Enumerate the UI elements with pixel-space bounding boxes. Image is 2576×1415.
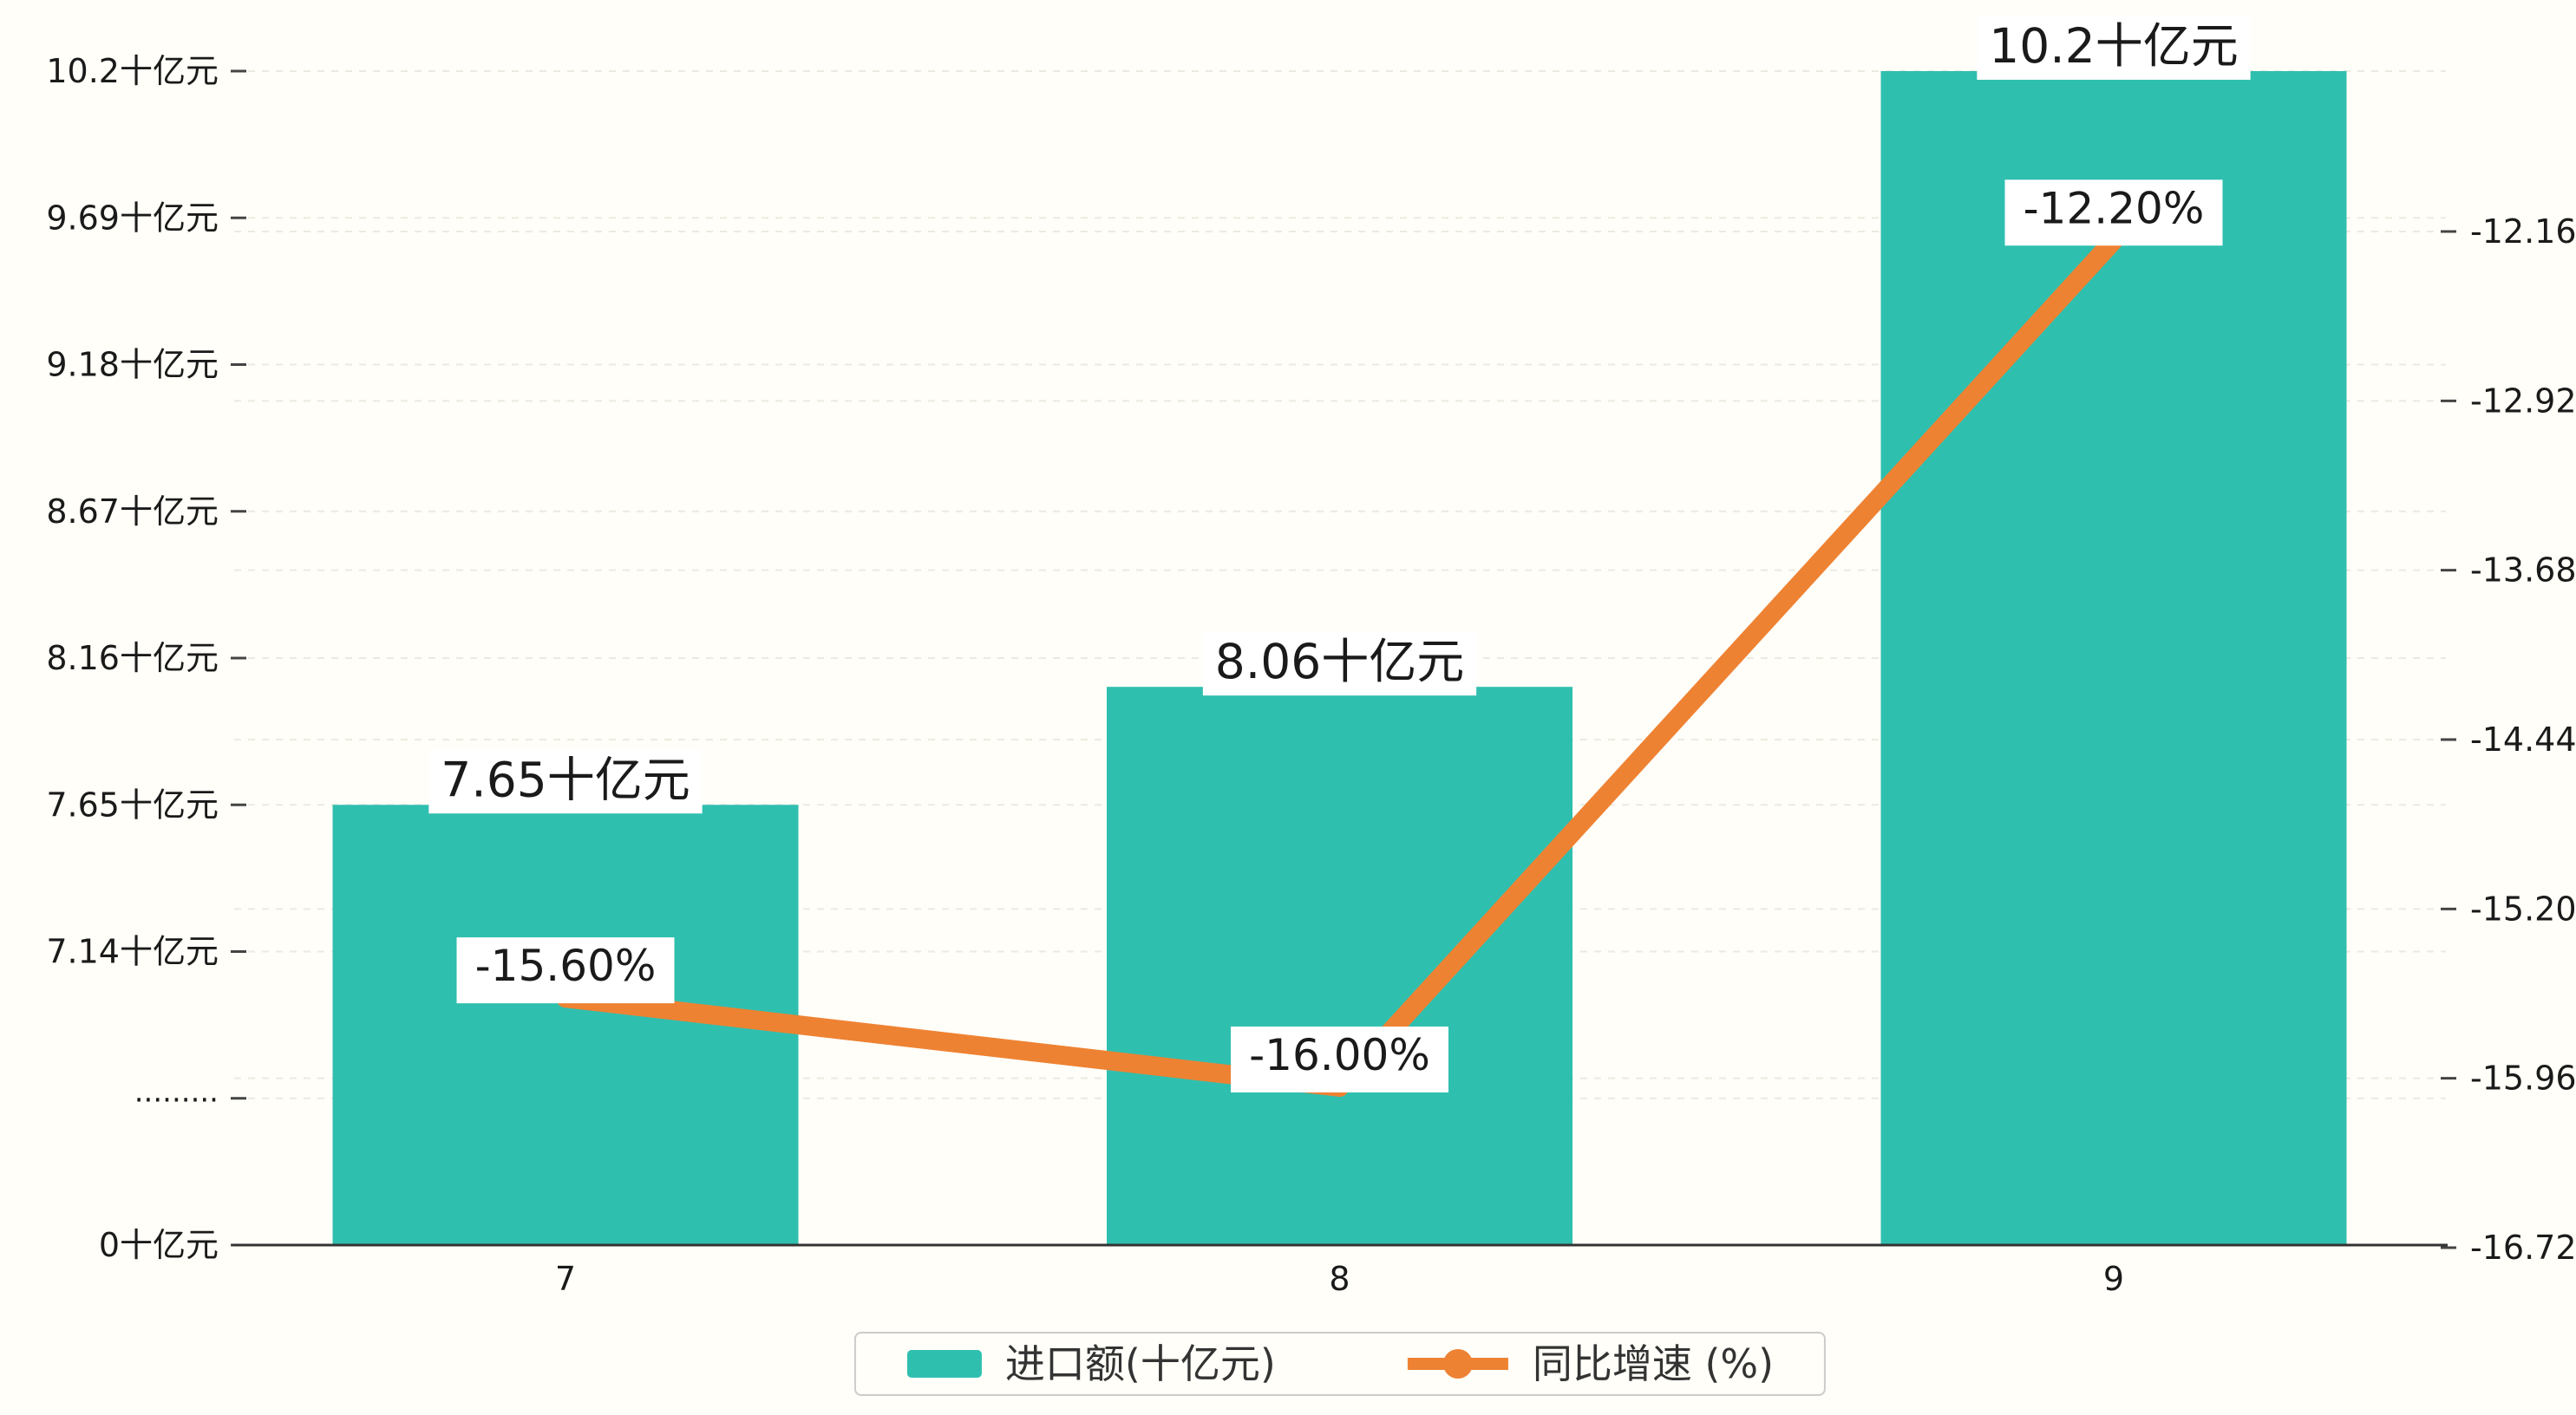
left-axis-label: 9.18十亿元 <box>46 346 219 384</box>
left-axis-label: 0十亿元 <box>99 1226 219 1264</box>
x-axis-label: 7 <box>555 1260 576 1298</box>
bar-value-label: 7.65十亿元 <box>441 752 690 807</box>
right-axis-label: -15.96 <box>2470 1060 2576 1098</box>
left-axis-label: 7.65十亿元 <box>46 786 219 824</box>
left-axis-label: 8.67十亿元 <box>46 492 219 531</box>
bar-label-bg <box>428 749 703 814</box>
right-axis-label: -16.72 <box>2470 1229 2576 1267</box>
line-value-label: -12.20% <box>2024 183 2205 233</box>
line-label-bg <box>1231 1026 1448 1092</box>
line-value-label: -15.60% <box>475 941 657 991</box>
left-axis-label: 9.69十亿元 <box>46 199 219 237</box>
legend-label-growth: 同比增速 (%) <box>1532 1340 1775 1387</box>
left-axis-label: 7.14十亿元 <box>46 933 219 971</box>
left-axis-label: 8.16十亿元 <box>46 639 219 677</box>
left-axis-label: ········· <box>134 1083 219 1118</box>
bar-value-label: 10.2十亿元 <box>1989 18 2238 74</box>
right-axis-label: -12.16 <box>2470 212 2576 251</box>
right-axis-label: -12.92 <box>2470 381 2576 420</box>
legend: 进口额(十亿元) 同比增速 (%) <box>853 1332 1827 1396</box>
right-axis-label: -13.68 <box>2470 551 2576 590</box>
line-value-label: -16.00% <box>1249 1030 1430 1080</box>
x-axis-label: 9 <box>2103 1260 2124 1298</box>
line-label-bg <box>2004 179 2223 246</box>
line-dot-icon <box>1407 1349 1508 1379</box>
bar-9 <box>1880 71 2347 1245</box>
bar-swatch-icon <box>906 1350 982 1378</box>
legend-item-imports[interactable]: 进口额(十亿元) <box>906 1344 1276 1384</box>
bar-label-bg <box>1977 16 2251 80</box>
x-axis-label: 8 <box>1329 1260 1350 1298</box>
bar-8 <box>1107 687 1572 1245</box>
right-axis-label: -15.20 <box>2470 890 2576 928</box>
line-label-bg <box>456 937 675 1004</box>
legend-item-growth[interactable]: 同比增速 (%) <box>1406 1344 1774 1384</box>
right-axis-label: -14.44 <box>2470 721 2576 759</box>
left-axis-label: 10.2十亿元 <box>46 52 219 90</box>
legend-label-imports: 进口额(十亿元) <box>1004 1340 1276 1387</box>
bar-label-bg <box>1202 631 1477 696</box>
bar-value-label: 8.06十亿元 <box>1215 634 1464 689</box>
